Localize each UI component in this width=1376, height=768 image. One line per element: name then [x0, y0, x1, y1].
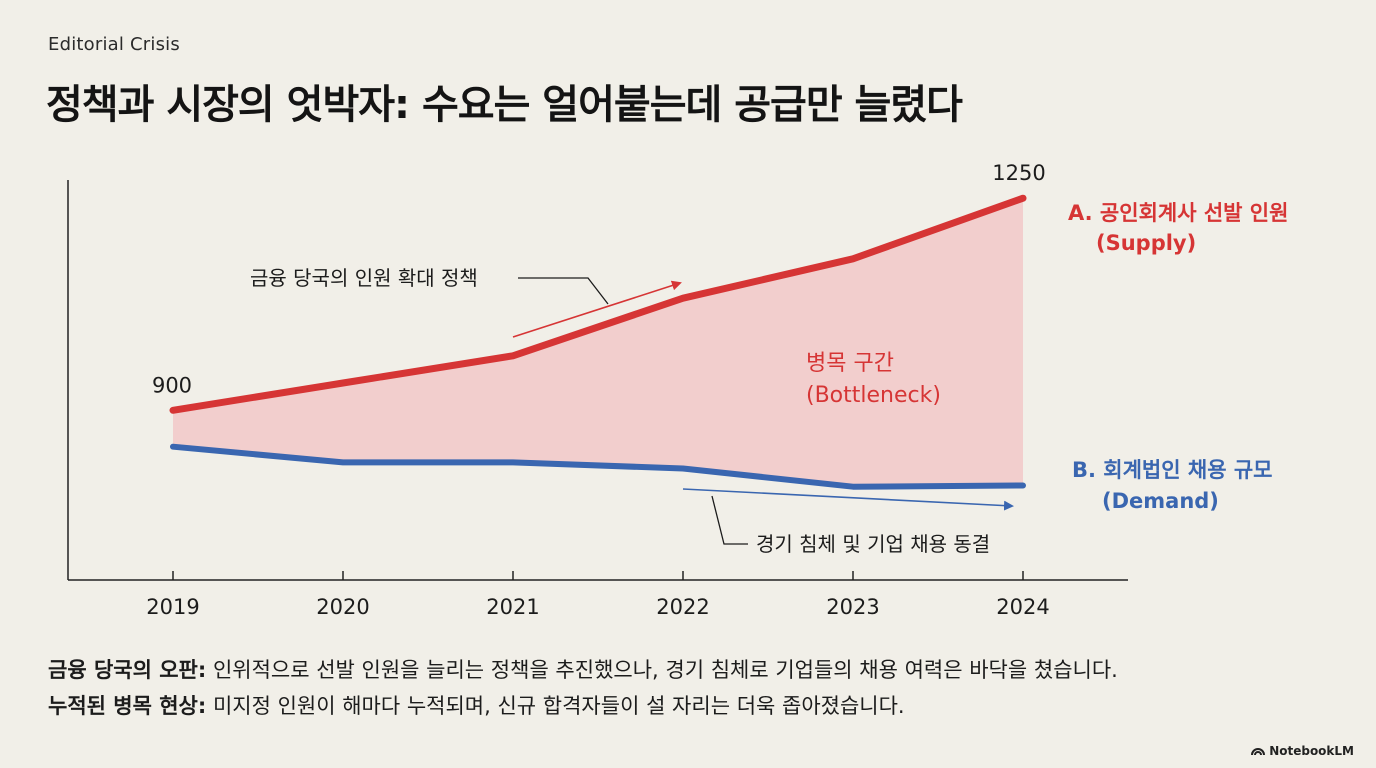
note-policy-misjudgment: 금융 당국의 오판: 인위적으로 선발 인원을 늘리는 정책을 추진했으나, 경…	[48, 652, 1118, 688]
supply-legend-label: A. 공인회계사 선발 인원	[1068, 201, 1288, 225]
demand-legend-sub: (Demand)	[1102, 489, 1219, 513]
note-heading: 누적된 병목 현상:	[48, 694, 207, 718]
policy-leader-line	[518, 277, 609, 305]
x-tick-label-2021: 2021	[486, 595, 539, 619]
x-tick-label-2019: 2019	[146, 595, 199, 619]
demand-series-line	[170, 443, 1026, 490]
recession-leader-line	[711, 495, 748, 545]
supply-series-line	[169, 194, 1027, 414]
note-body: 미지정 인원이 해마다 누적되며, 신규 합격자들이 설 자리는 더욱 좁아졌습…	[206, 694, 905, 718]
x-tick-label-2024: 2024	[996, 595, 1049, 619]
recession-annotation: 경기 침체 및 기업 채용 동결	[756, 532, 990, 556]
note-body: 인위적으로 선발 인원을 늘리는 정책을 추진했으나, 경기 침체로 기업들의 …	[206, 658, 1118, 682]
data-label-900: 900	[152, 373, 192, 397]
data-label-1250: 1250	[992, 161, 1045, 185]
recession-arrow	[682, 488, 1014, 511]
policy-annotation: 금융 당국의 인원 확대 정책	[250, 266, 478, 290]
note-heading: 금융 당국의 오판:	[48, 658, 207, 682]
brand-badge: NotebookLM	[1251, 744, 1354, 758]
kicker: Editorial Crisis	[48, 34, 180, 55]
demand-legend-label: B. 회계법인 채용 규모	[1072, 458, 1272, 482]
supply-legend-sub: (Supply)	[1096, 231, 1196, 255]
bottleneck-label: 병목 구간	[806, 351, 894, 376]
policy-arrow	[512, 280, 682, 338]
page-title: 정책과 시장의 엇박자: 수요는 얼어붙는데 공급만 늘렸다	[46, 82, 963, 128]
bottleneck-chart: 2019 2020 2021 2022 2023 2024 900 1250 A. 공인회…	[67, 161, 1288, 619]
note-accumulated-bottleneck: 누적된 병목 현상: 미지정 인원이 해마다 누적되며, 신규 합격자들이 설 …	[48, 688, 1118, 724]
x-tick-label-2023: 2023	[826, 595, 879, 619]
x-tick-label-2020: 2020	[316, 595, 369, 619]
brand-name: NotebookLM	[1269, 744, 1354, 758]
summary-notes: 금융 당국의 오판: 인위적으로 선발 인원을 늘리는 정책을 추진했으나, 경…	[48, 652, 1118, 724]
bottleneck-label-sub: (Bottleneck)	[806, 383, 941, 408]
notebooklm-icon	[1251, 748, 1266, 756]
x-tick-label-2022: 2022	[656, 595, 709, 619]
